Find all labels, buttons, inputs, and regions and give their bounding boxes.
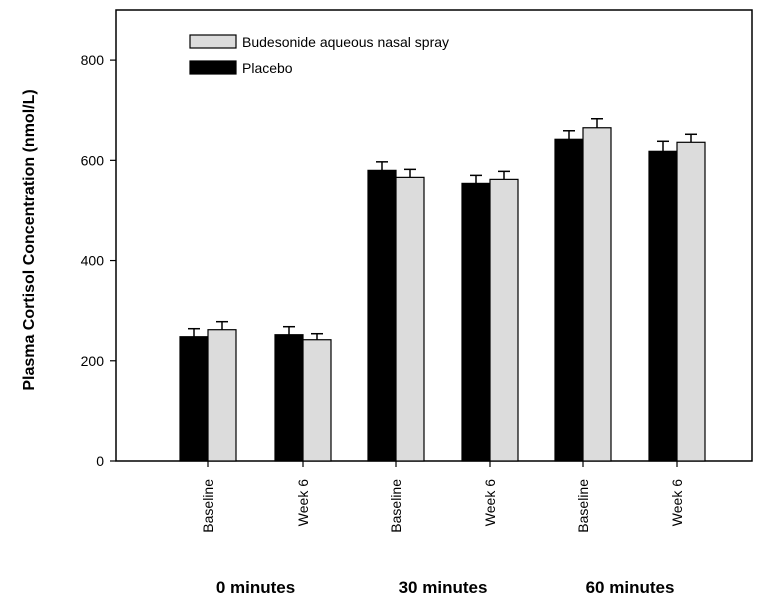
plot-frame <box>115 9 753 462</box>
y-axis: 0 200 400 600 800 <box>81 52 116 469</box>
x-tick-label-1: Week 6 <box>295 479 311 526</box>
group-label-2: 60 minutes <box>586 578 675 597</box>
bar-budesonide-2 <box>395 176 425 462</box>
group-label-0: 0 minutes <box>216 578 295 597</box>
y-tick-label-600: 600 <box>81 152 105 168</box>
bar-placebo-2 <box>367 169 397 462</box>
legend: Budesonide aqueous nasal spray Placebo <box>189 34 449 76</box>
bar-placebo-0 <box>179 336 209 462</box>
y-tick-label-800: 800 <box>81 52 105 68</box>
x-tick-label-0: Baseline <box>200 479 216 533</box>
y-axis-label: Plasma Cortisol Concentration (nmol/L) <box>21 89 38 390</box>
x-axis: Baseline Week 6 Baseline Week 6 Baseline Week… <box>200 461 685 533</box>
legend-label-placebo: Placebo <box>242 60 293 76</box>
bar-budesonide-5 <box>676 141 706 462</box>
bar-budesonide-3 <box>489 178 519 462</box>
x-tick-label-4: Baseline <box>575 479 591 533</box>
x-tick-label-5: Week 6 <box>669 479 685 526</box>
group-label-1: 30 minutes <box>399 578 488 597</box>
bar-placebo-5 <box>648 150 678 462</box>
bar-budesonide-1 <box>302 339 332 462</box>
plot-area <box>115 9 753 462</box>
x-tick-label-2: Baseline <box>388 479 404 533</box>
group-labels: 0 minutes 30 minutes 60 minutes <box>216 578 675 597</box>
bars <box>179 117 706 462</box>
bar-placebo-3 <box>461 182 491 462</box>
legend-label-budesonide: Budesonide aqueous nasal spray <box>242 34 449 50</box>
y-tick-label-0: 0 <box>96 453 104 469</box>
y-tick-label-200: 200 <box>81 353 105 369</box>
x-tick-label-3: Week 6 <box>482 479 498 526</box>
bar-budesonide-4 <box>582 127 612 462</box>
y-tick-label-400: 400 <box>81 253 105 269</box>
bar-placebo-1 <box>274 334 304 462</box>
legend-swatch-budesonide <box>189 34 237 49</box>
bar-budesonide-0 <box>207 329 237 462</box>
legend-swatch-placebo <box>189 60 237 75</box>
bar-placebo-4 <box>554 138 584 462</box>
